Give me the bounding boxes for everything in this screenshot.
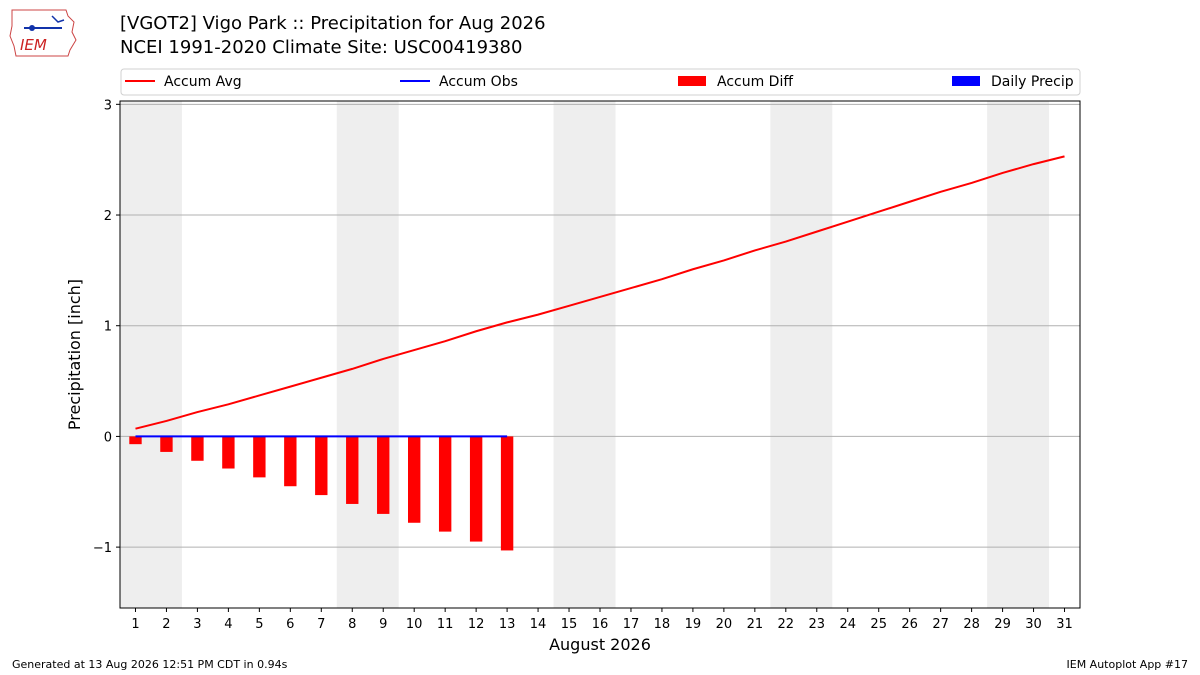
legend: Accum Avg Accum Obs Accum Diff Daily Precip [120,68,1081,96]
legend-swatch [952,76,980,86]
accum-diff-bar [469,436,483,542]
x-tick-label: 16 [592,617,609,632]
x-tick-label: 10 [406,617,423,632]
x-tick-label: 25 [870,617,887,632]
accum-diff-bar [191,436,204,461]
weekend-band [770,101,833,608]
x-tick-label: 2 [162,617,170,632]
weekend-band [336,101,399,608]
x-tick-label: 8 [348,617,356,632]
series-lines [135,155,1065,438]
legend-label: Daily Precip [991,74,1074,90]
accum-diff-bar [253,436,266,478]
x-tick-label: 4 [224,617,232,632]
generated-timestamp: Generated at 13 Aug 2026 12:51 PM CDT in… [12,658,288,671]
x-tick-label: 9 [379,617,387,632]
accum-diff-bar [438,436,452,532]
accum-diff-bar [377,436,390,514]
x-axis-label: August 2026 [549,635,651,654]
weekend-band [120,101,182,608]
y-tick-label: 3 [104,98,112,113]
chart-title: [VGOT2] Vigo Park :: Precipitation for A… [120,13,546,34]
legend-swatch [678,76,706,86]
accum-avg-line [135,155,1065,430]
legend-box [120,68,1081,96]
iem-logo: IEM [9,9,77,57]
weekend-band [987,101,1050,608]
accum-diff-bar [284,436,297,487]
chart-subtitle: NCEI 1991-2020 Climate Site: USC00419380 [120,37,523,58]
weekend-band [553,101,616,608]
x-tick-label: 15 [561,617,578,632]
y-axis-ticks: −1 0 1 2 3 [93,98,120,556]
app-label: IEM Autoplot App #17 [1066,658,1189,671]
y-tick-label: 0 [104,430,112,445]
x-tick-label: 29 [994,617,1011,632]
x-tick-label: 30 [1025,617,1042,632]
x-axis-ticks: 1 2 3 4 5 6 7 8 9 10 11 12 13 14 15 16 17 18 19 20 21 22 23 24 2… [131,608,1073,632]
x-tick-label: 12 [468,617,485,632]
y-tick-label: −1 [93,541,112,556]
accum-diff-bar [315,436,328,496]
x-tick-label: 20 [716,617,733,632]
x-tick-label: 28 [963,617,980,632]
x-tick-label: 7 [317,617,325,632]
x-tick-label: 22 [778,617,795,632]
weekend-bands [120,101,1050,608]
logo-text: IEM [20,36,47,54]
accum-diff-bar [160,436,173,452]
x-tick-label: 5 [255,617,263,632]
accum-diff-bar [129,436,142,445]
legend-label: Accum Obs [439,74,518,90]
x-tick-label: 11 [437,617,454,632]
x-tick-label: 3 [193,617,201,632]
x-tick-label: 26 [901,617,918,632]
x-tick-label: 13 [499,617,516,632]
x-tick-label: 17 [623,617,640,632]
x-tick-label: 18 [654,617,671,632]
x-tick-label: 23 [809,617,826,632]
accum-diff-bars [129,436,514,551]
accum-diff-bar [500,436,514,551]
y-axis-label: Precipitation [inch] [65,279,84,430]
x-tick-label: 27 [932,617,949,632]
x-tick-label: 24 [839,617,856,632]
y-tick-label: 1 [104,320,112,335]
x-tick-label: 1 [131,617,139,632]
x-tick-label: 19 [685,617,702,632]
accum-diff-bar [346,436,359,504]
legend-label: Accum Avg [164,74,242,90]
x-tick-label: 21 [747,617,764,632]
x-tick-label: 14 [530,617,547,632]
accum-diff-bar [408,436,421,523]
x-tick-label: 31 [1056,617,1073,632]
x-tick-label: 6 [286,617,294,632]
legend-label: Accum Diff [717,74,793,90]
accum-diff-bar [222,436,235,469]
y-tick-label: 2 [104,209,112,224]
